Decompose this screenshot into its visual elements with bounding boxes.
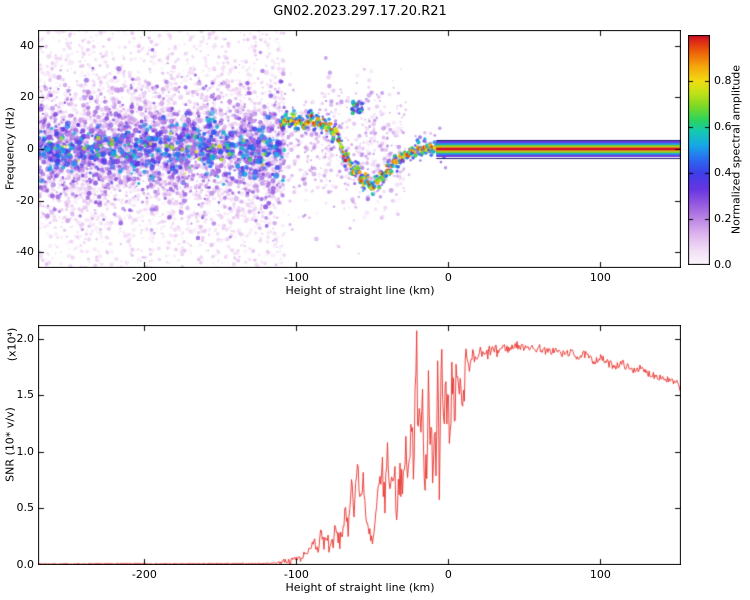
spectrogram-canvas xyxy=(38,30,681,268)
y-tick-label: -40 xyxy=(16,245,34,259)
x-tick-label: 0 xyxy=(444,568,452,581)
colorbar-tick-label: 0.0 xyxy=(714,258,732,271)
snr-canvas xyxy=(38,325,681,565)
y-tick-label: 2.0 xyxy=(16,331,35,345)
colorbar-tick-label: 0.6 xyxy=(714,120,732,133)
colorbar-tick-label: 0.4 xyxy=(714,166,732,179)
snr-xlabel: Height of straight line (km) xyxy=(285,581,435,594)
spectrogram-xlabel: Height of straight line (km) xyxy=(285,284,435,297)
x-tick-label: -200 xyxy=(131,271,157,284)
y-tick-label: 0.5 xyxy=(16,501,35,515)
y-tick-label: 1.0 xyxy=(16,444,35,458)
colorbar-label: Normalized spectral amplitude xyxy=(729,64,743,235)
figure-title: GN02.2023.297.17.20.R21 xyxy=(273,4,447,19)
x-tick-label: 0 xyxy=(444,271,452,284)
y-tick-label: 40 xyxy=(20,38,34,52)
y-tick-label: -20 xyxy=(16,193,34,207)
y-tick-label: 20 xyxy=(20,90,34,104)
colorbar-tick-label: 0.8 xyxy=(714,74,732,87)
x-tick-label: 100 xyxy=(589,271,611,284)
x-tick-label: -200 xyxy=(131,568,157,581)
y-tick-label: 1.5 xyxy=(16,388,35,402)
x-tick-label: 100 xyxy=(589,568,611,581)
x-tick-label: -100 xyxy=(283,568,309,581)
colorbar-tick-label: 0.2 xyxy=(714,212,732,225)
colorbar-canvas xyxy=(688,35,710,265)
y-tick-label: 0 xyxy=(27,142,34,155)
x-tick-label: -100 xyxy=(283,271,309,284)
y-tick-label: 0.0 xyxy=(16,558,35,571)
